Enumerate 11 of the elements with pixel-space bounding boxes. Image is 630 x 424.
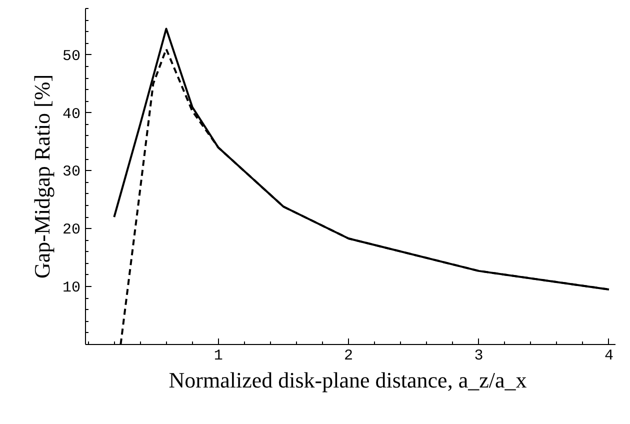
y-tick-label: 20: [62, 222, 81, 239]
x-tick-label: 3: [474, 348, 484, 364]
x-tick-label: 2: [344, 348, 354, 364]
y-tick-label: 30: [62, 164, 81, 181]
x-tick-label: 4: [604, 348, 614, 364]
x-tick-label: 1: [214, 348, 223, 364]
y-axis-title: Gap-Midgap Ratio [%]: [29, 74, 54, 279]
y-tick-label: 10: [62, 280, 81, 297]
x-axis-title: Normalized disk-plane distance, a_z/a_x: [168, 368, 527, 392]
y-tick-label: 50: [62, 48, 81, 65]
y-tick-label: 40: [62, 106, 81, 123]
